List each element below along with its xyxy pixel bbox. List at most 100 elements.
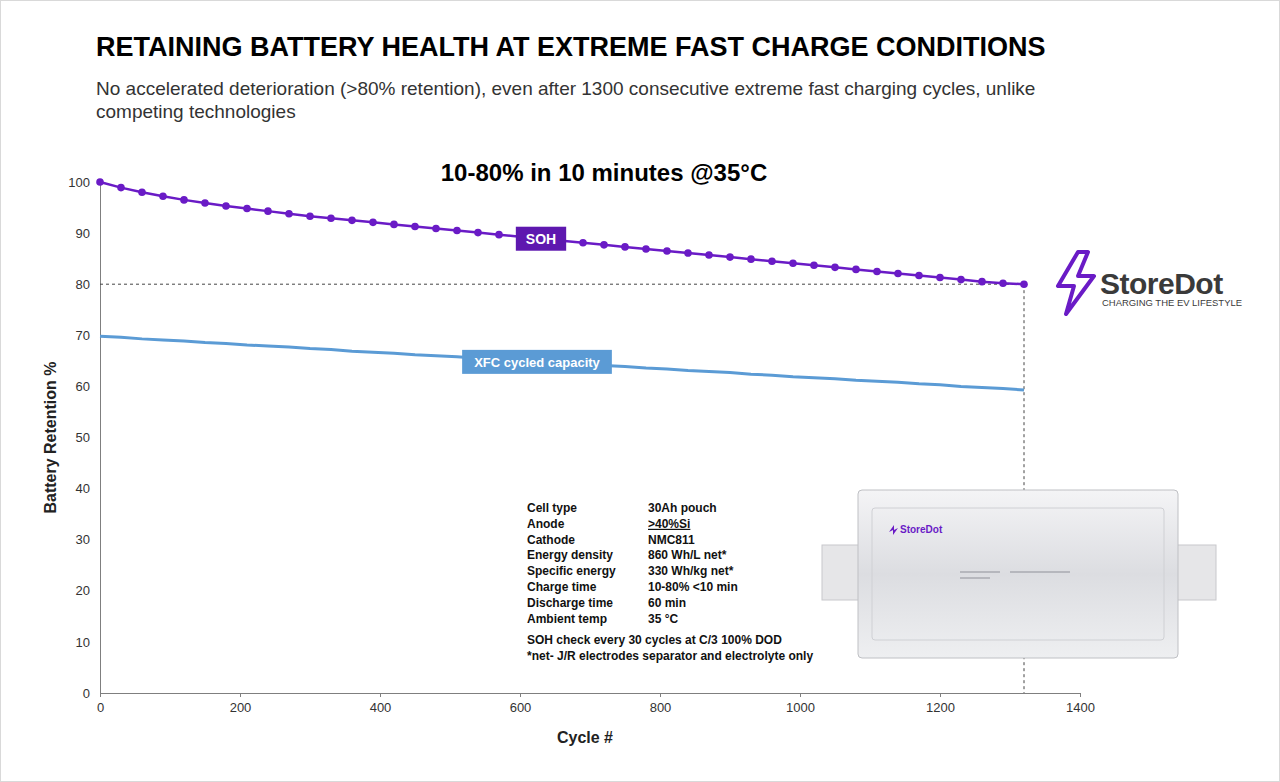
marker <box>810 261 818 269</box>
series-label: XFC cycled capacity <box>462 350 612 374</box>
tick-label: 70 <box>76 328 90 343</box>
spec-label: Charge time <box>527 580 597 594</box>
note: SOH check every 30 cycles at C/3 100% DO… <box>527 633 782 647</box>
series-line <box>100 336 1024 390</box>
spec-label: Specific energy <box>527 564 616 578</box>
marker <box>201 199 209 207</box>
cell-label: StoreDot <box>900 524 943 535</box>
marker <box>831 264 839 272</box>
marker <box>138 188 146 196</box>
marker <box>96 178 104 186</box>
tick-label: 0 <box>83 686 90 701</box>
tick-label: 80 <box>76 277 90 292</box>
spec-value: 30Ah pouch <box>648 501 717 515</box>
tick: 1400 <box>1066 693 1095 715</box>
background <box>1 1 1280 782</box>
title: RETAINING BATTERY HEALTH AT EXTREME FAST… <box>96 32 1046 62</box>
tick: 20 <box>76 583 100 598</box>
cell-print <box>1010 571 1070 573</box>
series-label-text: XFC cycled capacity <box>474 355 600 370</box>
marker <box>957 276 965 284</box>
tick: 10 <box>76 635 100 650</box>
tick: 50 <box>76 430 100 445</box>
tick: 90 <box>76 226 100 241</box>
logo: StoreDotCHARGING THE EV LIFESTYLE <box>1058 252 1242 314</box>
spec-label: Energy density <box>527 548 613 562</box>
tick: 60 <box>76 379 100 394</box>
plot-area <box>96 178 1028 390</box>
marker <box>327 214 335 222</box>
y-axis-title: Battery Retention % <box>42 361 59 513</box>
tick-label: 60 <box>76 379 90 394</box>
marker <box>369 219 377 227</box>
marker <box>936 274 944 282</box>
spec-value: NMC811 <box>648 533 695 547</box>
logo-tagline: CHARGING THE EV LIFESTYLE <box>1102 298 1242 308</box>
tick-label: 40 <box>76 481 90 496</box>
marker <box>642 245 650 253</box>
series-label-box <box>462 350 612 374</box>
logo-name: StoreDot <box>1100 267 1223 300</box>
series-label-box <box>516 227 566 251</box>
tick: 80 <box>76 277 100 292</box>
tick-label: 1400 <box>1066 700 1095 715</box>
marker <box>873 268 881 276</box>
chart-title: 10-80% in 10 minutes @35°C <box>441 159 767 186</box>
marker <box>915 272 923 280</box>
marker <box>411 223 419 231</box>
tick: 30 <box>76 532 100 547</box>
marker <box>348 217 356 225</box>
tick: 1200 <box>926 693 955 715</box>
note: *net- J/R electrodes separator and elect… <box>527 649 813 663</box>
axis-line <box>101 693 1081 694</box>
tick: 600 <box>510 693 532 715</box>
marker <box>159 193 167 201</box>
tick: 200 <box>230 693 252 715</box>
logo-icon <box>1058 252 1094 314</box>
marker <box>852 266 860 274</box>
marker <box>285 210 293 218</box>
spec-value: 860 Wh/L net* <box>648 548 727 562</box>
marker <box>621 243 629 251</box>
tick-mark <box>520 693 521 697</box>
tick-mark <box>100 693 101 697</box>
tick: 100 <box>68 175 100 190</box>
spec-label: Ambient temp <box>527 612 607 626</box>
marker <box>999 279 1007 287</box>
tick-label: 1200 <box>926 700 955 715</box>
spec-label: Discharge time <box>527 596 613 610</box>
reference-line <box>100 284 1024 285</box>
tick-label: 200 <box>230 700 252 715</box>
tick-mark <box>940 693 941 697</box>
tick: 1000 <box>786 693 815 715</box>
subtitle-line: No accelerated deterioration (>80% reten… <box>96 78 1035 99</box>
marker <box>117 184 125 192</box>
marker <box>600 241 608 249</box>
x-axis: 0 200 400 600 800 1000 1200 1400 <box>97 693 1095 715</box>
tick-label: 20 <box>76 583 90 598</box>
cell-body <box>858 490 1178 658</box>
tick-mark <box>1080 693 1081 697</box>
cell-print <box>960 577 990 579</box>
tick: 400 <box>370 693 392 715</box>
tick: 800 <box>650 693 672 715</box>
marker <box>390 221 398 229</box>
marker <box>705 251 713 259</box>
marker <box>432 225 440 233</box>
marker <box>789 259 797 267</box>
tick-label: 100 <box>68 175 90 190</box>
spec-table: Cell type30Ah pouchAnode>40%SiCathodeNMC… <box>527 501 813 663</box>
x-axis-title: Cycle # <box>557 729 613 746</box>
tick-label: 30 <box>76 532 90 547</box>
cell-print <box>960 571 1000 573</box>
tick-mark <box>380 693 381 697</box>
tick-label: 0 <box>97 700 104 715</box>
tick-mark <box>660 693 661 697</box>
subtitle: No accelerated deterioration (>80% reten… <box>96 78 1035 122</box>
marker <box>684 249 692 257</box>
marker <box>747 255 755 263</box>
marker <box>663 247 671 255</box>
cell-logo-icon <box>889 525 898 535</box>
spec-label: Cell type <box>527 501 577 515</box>
axis-line <box>100 183 101 694</box>
